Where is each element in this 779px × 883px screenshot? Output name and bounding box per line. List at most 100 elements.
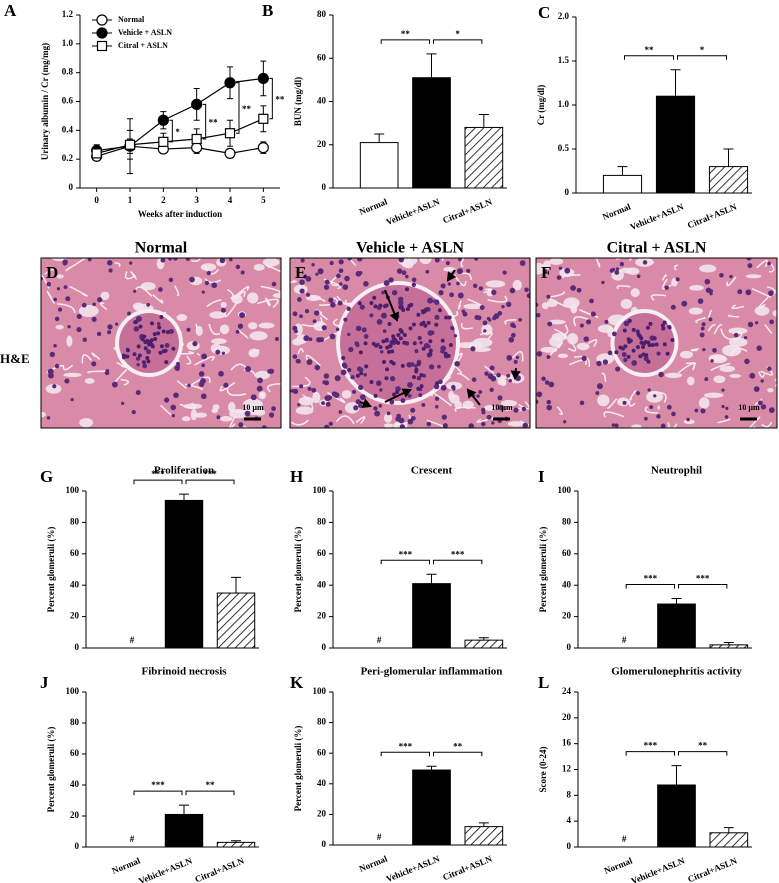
membrane	[208, 323, 221, 336]
y-tick-label: 100	[558, 485, 572, 495]
significance-bracket	[169, 119, 173, 143]
marker	[158, 136, 169, 147]
y-tick-label: 0	[322, 642, 327, 652]
tubule-lumen	[272, 292, 281, 298]
nucleus	[421, 310, 426, 315]
nucleus	[158, 350, 163, 355]
bar	[709, 644, 749, 649]
nucleus	[271, 406, 276, 411]
membrane	[601, 372, 607, 382]
panel-letter: E	[295, 263, 306, 282]
nucleus	[424, 307, 429, 312]
tubule-lumen	[247, 292, 259, 304]
tubule-lumen	[100, 291, 110, 301]
nucleus	[338, 268, 344, 274]
membrane	[774, 378, 777, 387]
tubule-lumen	[713, 375, 726, 384]
nucleus	[416, 312, 421, 317]
membrane	[713, 324, 723, 335]
nucleus	[187, 383, 191, 388]
membrane	[453, 274, 467, 287]
membrane	[219, 381, 236, 392]
panel-letter: A	[4, 1, 17, 20]
nucleus	[410, 415, 416, 421]
nucleus	[323, 284, 330, 290]
nucleus	[376, 319, 383, 325]
nucleus	[426, 320, 431, 325]
nucleus	[201, 393, 207, 400]
nucleus	[501, 305, 505, 309]
nucleus	[646, 359, 651, 364]
nucleus	[57, 307, 63, 312]
nucleus	[329, 333, 336, 340]
significance-label: ***	[399, 741, 413, 751]
marker	[157, 114, 169, 126]
membrane	[249, 349, 260, 355]
nucleus	[461, 309, 466, 314]
nucleus	[292, 388, 299, 395]
nucleus	[46, 281, 52, 287]
nucleus	[391, 334, 396, 339]
significance-label: ***	[203, 469, 217, 479]
nucleus	[316, 337, 322, 343]
nucleus	[614, 350, 619, 355]
tubule-lumen	[698, 397, 710, 409]
nucleus	[369, 379, 374, 384]
nucleus	[482, 320, 488, 326]
nucleus	[440, 384, 447, 391]
nucleus	[402, 340, 407, 345]
y-tick-label: 0	[567, 841, 572, 851]
membrane	[301, 316, 323, 327]
nucleus	[747, 263, 753, 269]
tubule-lumen	[243, 398, 263, 411]
nucleus	[401, 307, 406, 312]
nucleus	[161, 329, 166, 334]
nucleus	[746, 258, 752, 261]
bar	[602, 174, 643, 194]
membrane	[203, 265, 220, 275]
tubule-lumen	[383, 412, 393, 423]
nucleus	[299, 314, 303, 319]
panel-letter: C	[538, 3, 550, 22]
bar	[709, 832, 749, 848]
membrane	[606, 398, 618, 409]
significance-label: **	[453, 741, 463, 751]
membrane	[190, 376, 211, 386]
nucleus	[385, 345, 390, 350]
nucleus	[724, 415, 729, 419]
nucleus	[744, 358, 750, 365]
membrane	[62, 364, 74, 371]
marker	[96, 14, 108, 26]
nucleus	[596, 360, 602, 367]
scale-bar-label: 10 µm	[491, 403, 513, 412]
nucleus	[268, 368, 275, 374]
membrane	[179, 402, 196, 409]
x-tick-label: Citral+ASLN	[441, 853, 494, 882]
membrane	[562, 274, 581, 279]
value-label: #	[622, 635, 627, 645]
nucleus	[546, 399, 552, 405]
nucleus	[257, 377, 263, 384]
marker	[96, 40, 108, 52]
nucleus	[509, 287, 516, 294]
membrane	[265, 264, 281, 273]
panel-letter: L	[538, 673, 549, 692]
nucleus	[419, 372, 424, 377]
y-tick-label: 20	[317, 139, 327, 149]
nucleus	[704, 377, 709, 382]
y-tick-label: 0.2	[62, 153, 74, 163]
nucleus	[496, 372, 501, 378]
y-axis-label: Score (0-24)	[538, 746, 548, 792]
nucleus	[312, 319, 317, 324]
legend-label: Normal	[118, 15, 145, 24]
membrane	[484, 365, 495, 374]
nucleus	[152, 332, 157, 337]
nucleus	[235, 329, 240, 334]
nucleus	[423, 342, 430, 349]
nucleus	[374, 410, 381, 417]
nucleus	[395, 390, 400, 395]
nucleus	[661, 326, 666, 331]
nucleus	[156, 331, 161, 336]
nucleus	[492, 315, 497, 321]
significance-label: **	[275, 95, 285, 105]
